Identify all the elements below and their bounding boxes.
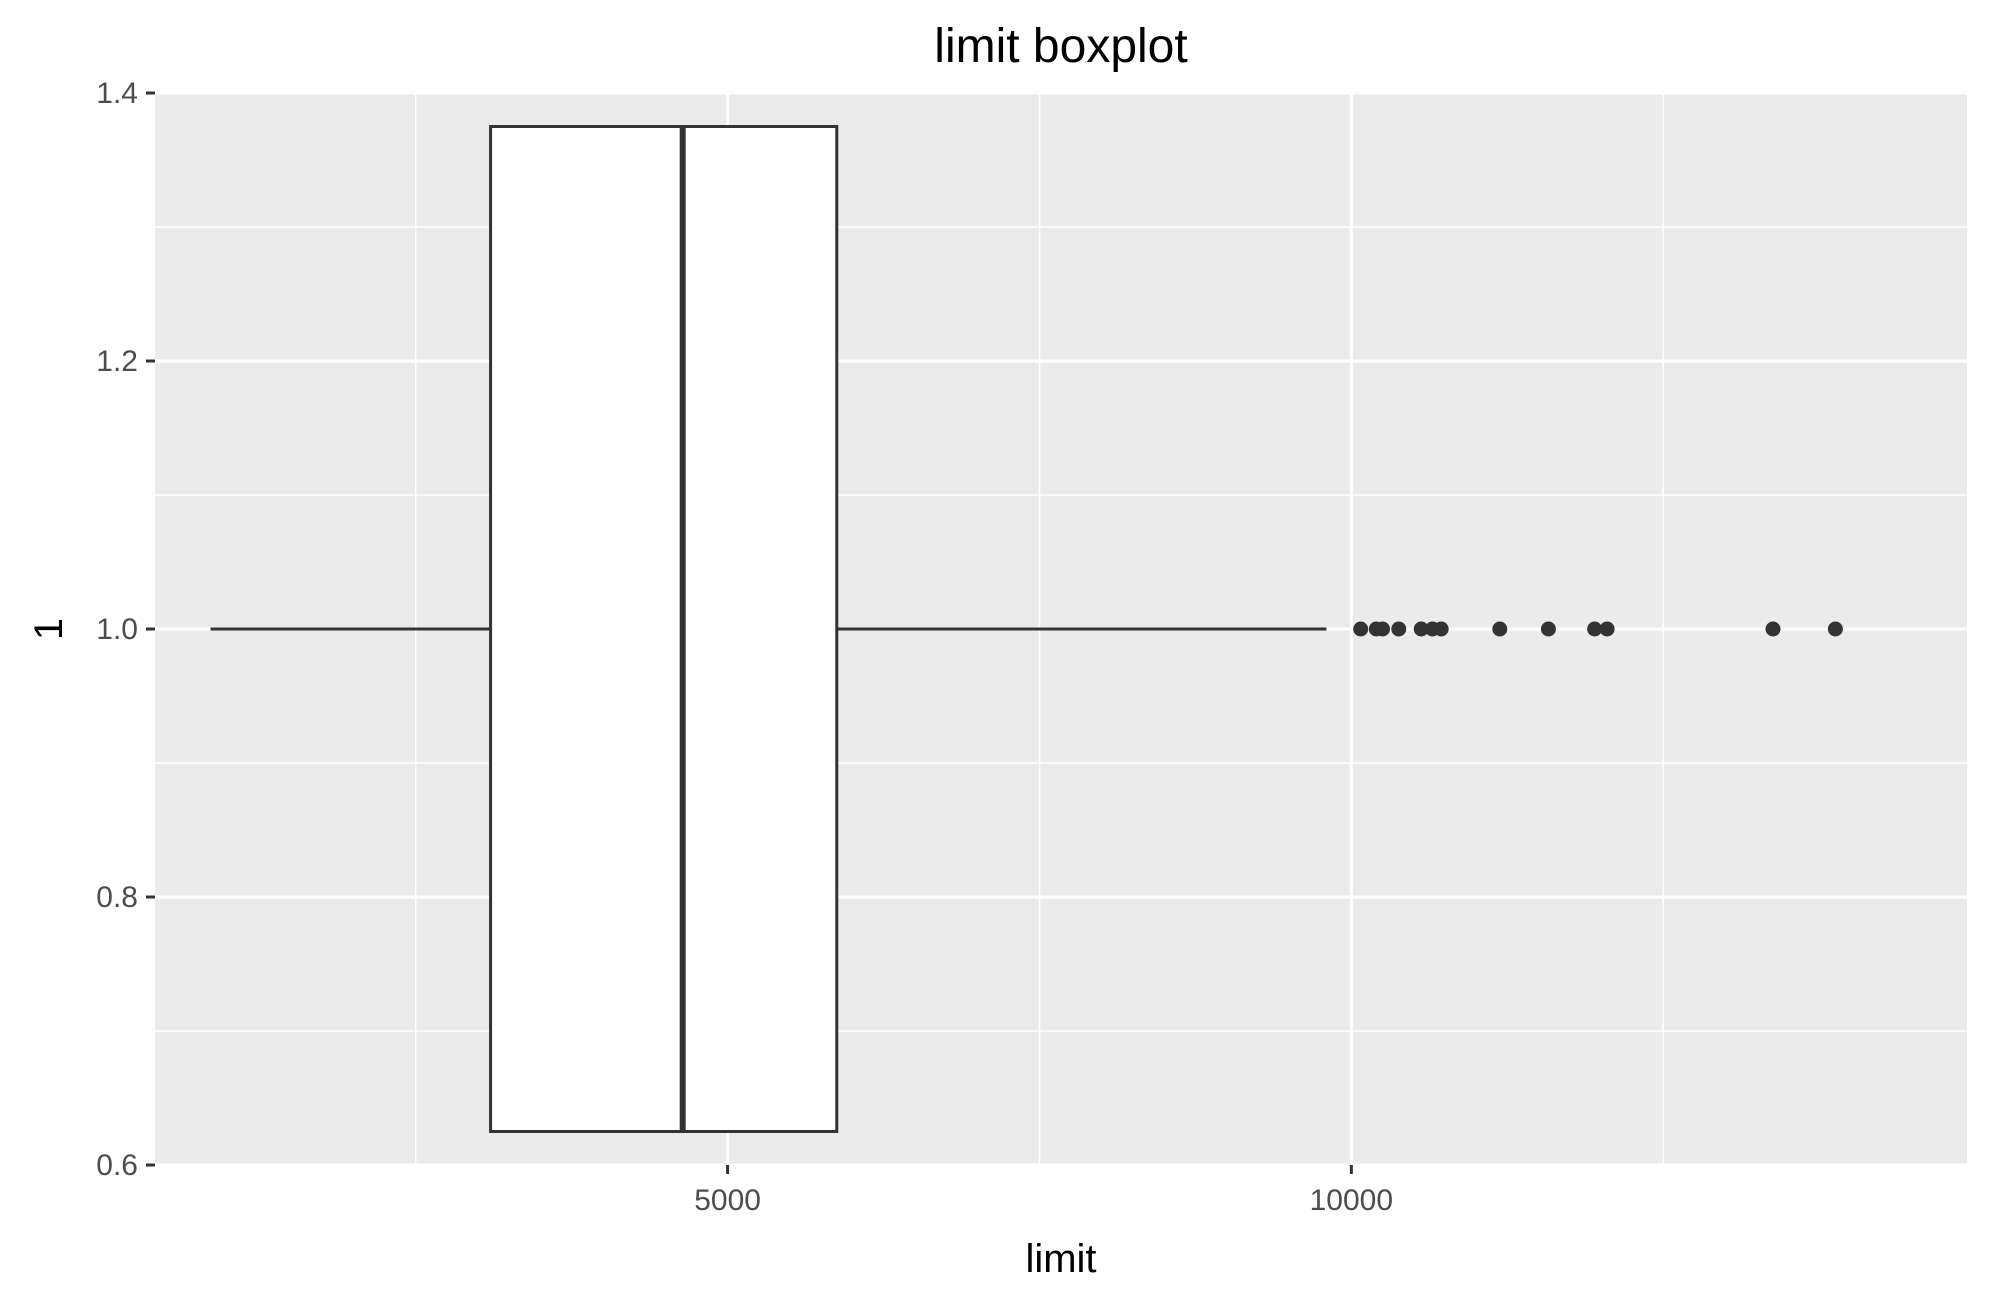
y-tick-label: 1.2 (96, 345, 138, 378)
outlier-point (1540, 621, 1556, 637)
y-tick-label: 1.4 (96, 77, 138, 110)
outlier-point (1599, 621, 1615, 637)
outlier-point (1391, 621, 1407, 637)
x-tick-label: 10000 (1310, 1184, 1393, 1217)
y-tick-label: 0.8 (96, 881, 138, 914)
box (489, 125, 839, 1133)
outlier-point (1375, 621, 1391, 637)
x-tick-labels: 5000 10000 (694, 1184, 1393, 1217)
outlier-point (1827, 621, 1843, 637)
axis-ticks (146, 91, 1353, 1174)
chart-title: limit boxplot (934, 20, 1187, 73)
y-tick-label: 1.0 (96, 613, 138, 646)
outlier-point (1765, 621, 1781, 637)
outlier-point (1413, 621, 1429, 637)
outlier-point (1587, 621, 1603, 637)
interquartile-box (489, 125, 839, 1133)
x-axis-title: limit (1025, 1237, 1096, 1281)
y-tick-labels: 0.6 0.8 1.0 1.2 1.4 (96, 77, 138, 1182)
outlier-point (1492, 621, 1508, 637)
y-axis-title: 1 (27, 618, 71, 640)
y-tick-label: 0.6 (96, 1149, 138, 1182)
outliers (1353, 621, 1843, 637)
x-tick-label: 5000 (694, 1184, 761, 1217)
outlier-point (1353, 621, 1369, 637)
outlier-point (1433, 621, 1449, 637)
